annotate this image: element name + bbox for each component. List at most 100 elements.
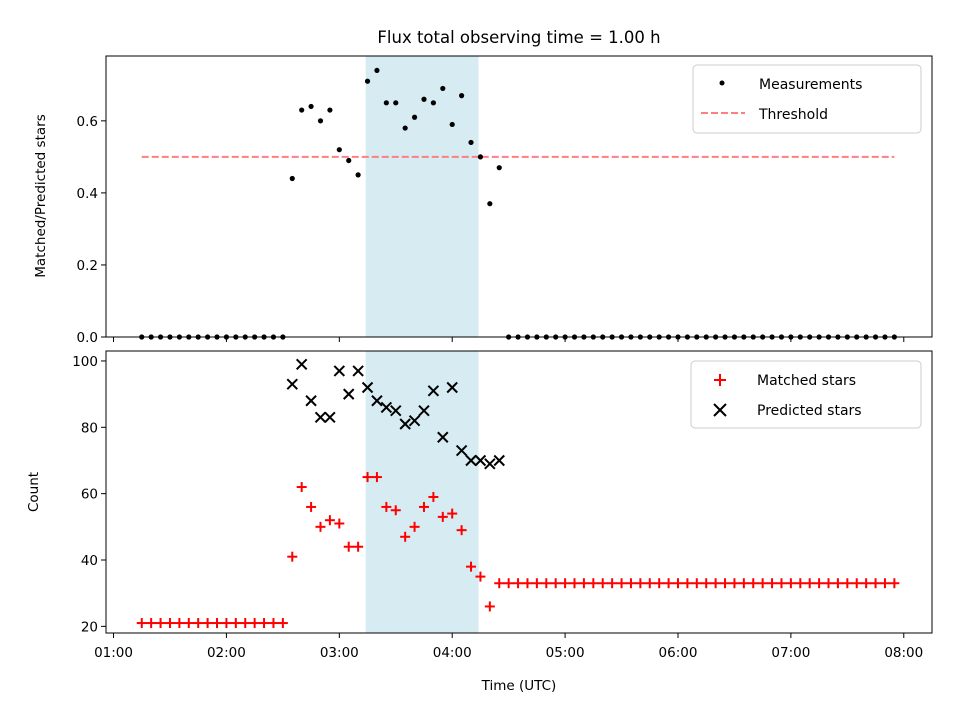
predicted-star-point bbox=[295, 358, 308, 370]
predicted-star-point bbox=[455, 444, 468, 457]
legend-label-measurements: Measurements bbox=[759, 77, 862, 93]
matched-star-point bbox=[193, 618, 204, 629]
matched-star-point bbox=[832, 578, 843, 589]
matched-star-point bbox=[164, 618, 175, 629]
matched-star-point bbox=[682, 578, 693, 589]
measurement-point bbox=[477, 154, 484, 160]
predicted-star-point bbox=[380, 401, 393, 414]
matched-star-point bbox=[776, 578, 787, 589]
x-tick-label: 07:00 bbox=[771, 645, 810, 661]
matched-star-point bbox=[306, 501, 317, 512]
measurement-point bbox=[289, 175, 295, 182]
bottom-x-ticks: 01:00 02:00 03:00 04:00 05:00 06:00 07:00 08:00 bbox=[94, 633, 923, 661]
matched-star-point bbox=[136, 618, 147, 629]
y-tick-label: 80 bbox=[81, 420, 98, 436]
bottom-y-axis-label: Count bbox=[26, 472, 42, 512]
matched-star-point bbox=[889, 578, 900, 589]
matched-star-point bbox=[334, 518, 345, 529]
bottom-legend: Matched stars Predicted stars bbox=[690, 360, 922, 429]
matched-star-point bbox=[513, 578, 524, 589]
matched-star-point bbox=[155, 618, 166, 629]
predicted-star-point bbox=[418, 405, 430, 417]
x-tick-label: 08:00 bbox=[884, 645, 923, 661]
matched-star-point bbox=[625, 578, 636, 589]
bottom-y-ticks: 20 40 60 80 100 bbox=[72, 354, 106, 635]
matched-star-point bbox=[202, 618, 213, 629]
matched-star-point bbox=[785, 578, 796, 589]
matched-star-point bbox=[503, 578, 514, 589]
matched-star-point bbox=[635, 578, 646, 589]
matched-star-point bbox=[522, 578, 533, 589]
matched-star-point bbox=[249, 618, 260, 629]
matched-star-point bbox=[597, 578, 608, 589]
top-x-ticks bbox=[113, 337, 905, 342]
x-tick-label: 04:00 bbox=[433, 645, 472, 661]
x-tick-label: 03:00 bbox=[320, 645, 359, 661]
matched-star-point bbox=[240, 618, 251, 629]
matched-star-point bbox=[720, 578, 731, 589]
matched-star-point bbox=[616, 578, 627, 589]
predicted-star-point bbox=[352, 365, 364, 377]
legend-label-predicted-stars: Predicted stars bbox=[757, 403, 862, 419]
matched-star-point bbox=[578, 578, 589, 589]
measurement-point bbox=[317, 118, 324, 124]
matched-star-point bbox=[456, 525, 467, 536]
matched-star-point bbox=[428, 491, 439, 502]
measurement-point bbox=[393, 100, 399, 106]
predicted-star-point bbox=[437, 431, 449, 443]
matched-star-point bbox=[644, 578, 655, 589]
matched-star-point bbox=[400, 531, 411, 542]
matched-star-point bbox=[230, 618, 241, 629]
predicted-star-point bbox=[286, 378, 298, 390]
matched-star-point bbox=[277, 618, 288, 629]
matched-star-point bbox=[409, 521, 420, 532]
measurement-point bbox=[383, 100, 389, 106]
matched-star-point bbox=[447, 508, 458, 519]
matched-star-point bbox=[268, 618, 279, 629]
matched-star-point bbox=[804, 578, 815, 589]
bottom-legend-box bbox=[690, 360, 922, 429]
matched-star-point bbox=[221, 618, 232, 629]
bottom-shaded-interval bbox=[365, 351, 479, 633]
matched-star-point bbox=[541, 578, 552, 589]
matched-star-point bbox=[607, 578, 618, 589]
matched-star-point bbox=[701, 578, 712, 589]
matched-star-point bbox=[710, 578, 721, 589]
predicted-star-point bbox=[399, 418, 411, 430]
matched-star-point bbox=[757, 578, 768, 589]
legend-label-matched-stars: Matched stars bbox=[757, 373, 856, 389]
matched-star-point bbox=[851, 578, 862, 589]
measurement-point bbox=[402, 125, 408, 131]
matched-star-point bbox=[287, 551, 298, 562]
top-y-ticks: 0.0 0.2 0.4 0.6 bbox=[77, 114, 106, 346]
matched-star-point bbox=[870, 578, 881, 589]
matched-star-point bbox=[418, 501, 429, 512]
matched-star-point bbox=[475, 571, 486, 582]
matched-star-point bbox=[691, 578, 702, 589]
matched-star-point bbox=[362, 472, 373, 483]
matched-star-point bbox=[823, 578, 834, 589]
y-tick-label: 0.4 bbox=[77, 186, 98, 202]
predicted-star-point bbox=[324, 411, 336, 424]
measurement-point bbox=[327, 107, 333, 113]
bottom-axes-frame bbox=[105, 350, 933, 634]
matched-star-point bbox=[861, 578, 872, 589]
measurement-point bbox=[468, 139, 474, 146]
matched-star-point bbox=[879, 578, 890, 589]
predicted-star-point bbox=[446, 381, 458, 394]
matched-star-point bbox=[371, 472, 382, 483]
measurement-point bbox=[336, 147, 342, 153]
predicted-star-point bbox=[371, 395, 383, 407]
y-tick-label: 60 bbox=[81, 487, 98, 503]
matched-star-point bbox=[343, 541, 354, 552]
matched-star-point bbox=[146, 618, 157, 629]
matched-star-point bbox=[767, 578, 778, 589]
predicted-star-point bbox=[474, 454, 487, 467]
x-tick-label: 01:00 bbox=[94, 645, 133, 661]
predicted-star-point bbox=[361, 381, 374, 394]
measurement-point bbox=[449, 121, 455, 128]
y-tick-label: 100 bbox=[72, 354, 98, 370]
x-axis-label: Time (UTC) bbox=[481, 678, 557, 694]
measurement-point bbox=[421, 96, 427, 102]
measurement-point bbox=[459, 93, 465, 99]
